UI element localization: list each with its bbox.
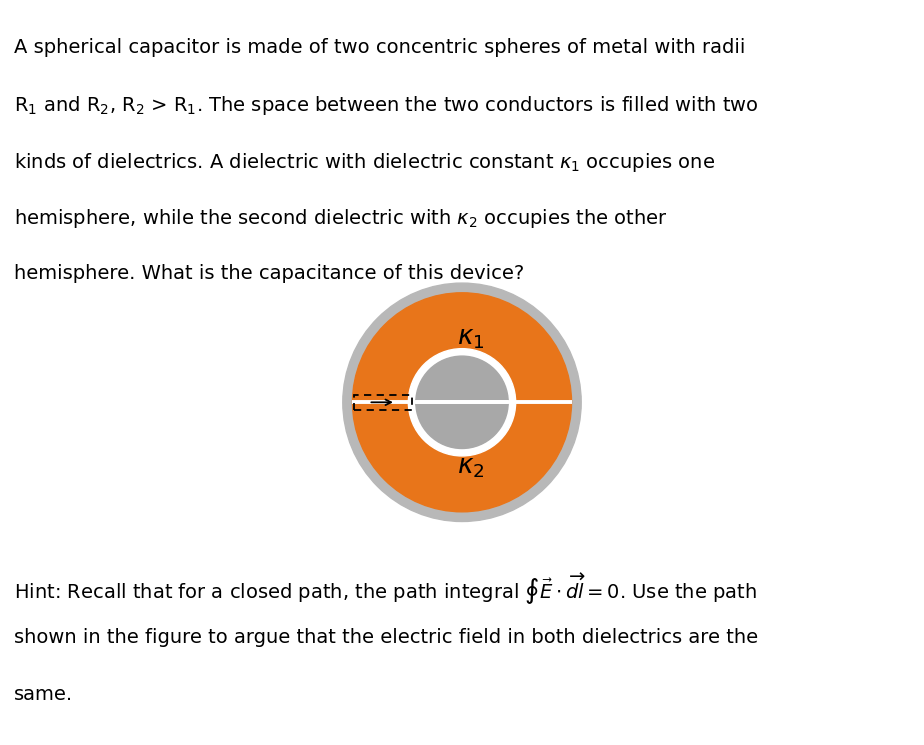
Circle shape [343, 283, 581, 522]
Text: same.: same. [14, 685, 73, 704]
Text: shown in the figure to argue that the electric field in both dielectrics are the: shown in the figure to argue that the el… [14, 629, 758, 647]
Text: Hint: Recall that for a closed path, the path integral $\oint\vec{E}\cdot\overri: Hint: Recall that for a closed path, the… [14, 572, 757, 607]
Circle shape [416, 356, 508, 448]
Text: $\kappa_1$: $\kappa_1$ [457, 326, 485, 352]
Text: A spherical capacitor is made of two concentric spheres of metal with radii: A spherical capacitor is made of two con… [14, 37, 746, 57]
Circle shape [408, 349, 516, 456]
Text: R$_1$ and R$_2$, R$_2$ > R$_1$. The space between the two conductors is filled w: R$_1$ and R$_2$, R$_2$ > R$_1$. The spac… [14, 94, 759, 117]
Circle shape [352, 293, 572, 512]
Text: hemisphere. What is the capacitance of this device?: hemisphere. What is the capacitance of t… [14, 264, 524, 283]
Text: $\kappa_2$: $\kappa_2$ [457, 455, 485, 481]
Text: kinds of dielectrics. A dielectric with dielectric constant $\kappa_1$ occupies : kinds of dielectrics. A dielectric with … [14, 150, 715, 174]
Text: hemisphere, while the second dielectric with $\kappa_2$ occupies the other: hemisphere, while the second dielectric … [14, 207, 668, 230]
